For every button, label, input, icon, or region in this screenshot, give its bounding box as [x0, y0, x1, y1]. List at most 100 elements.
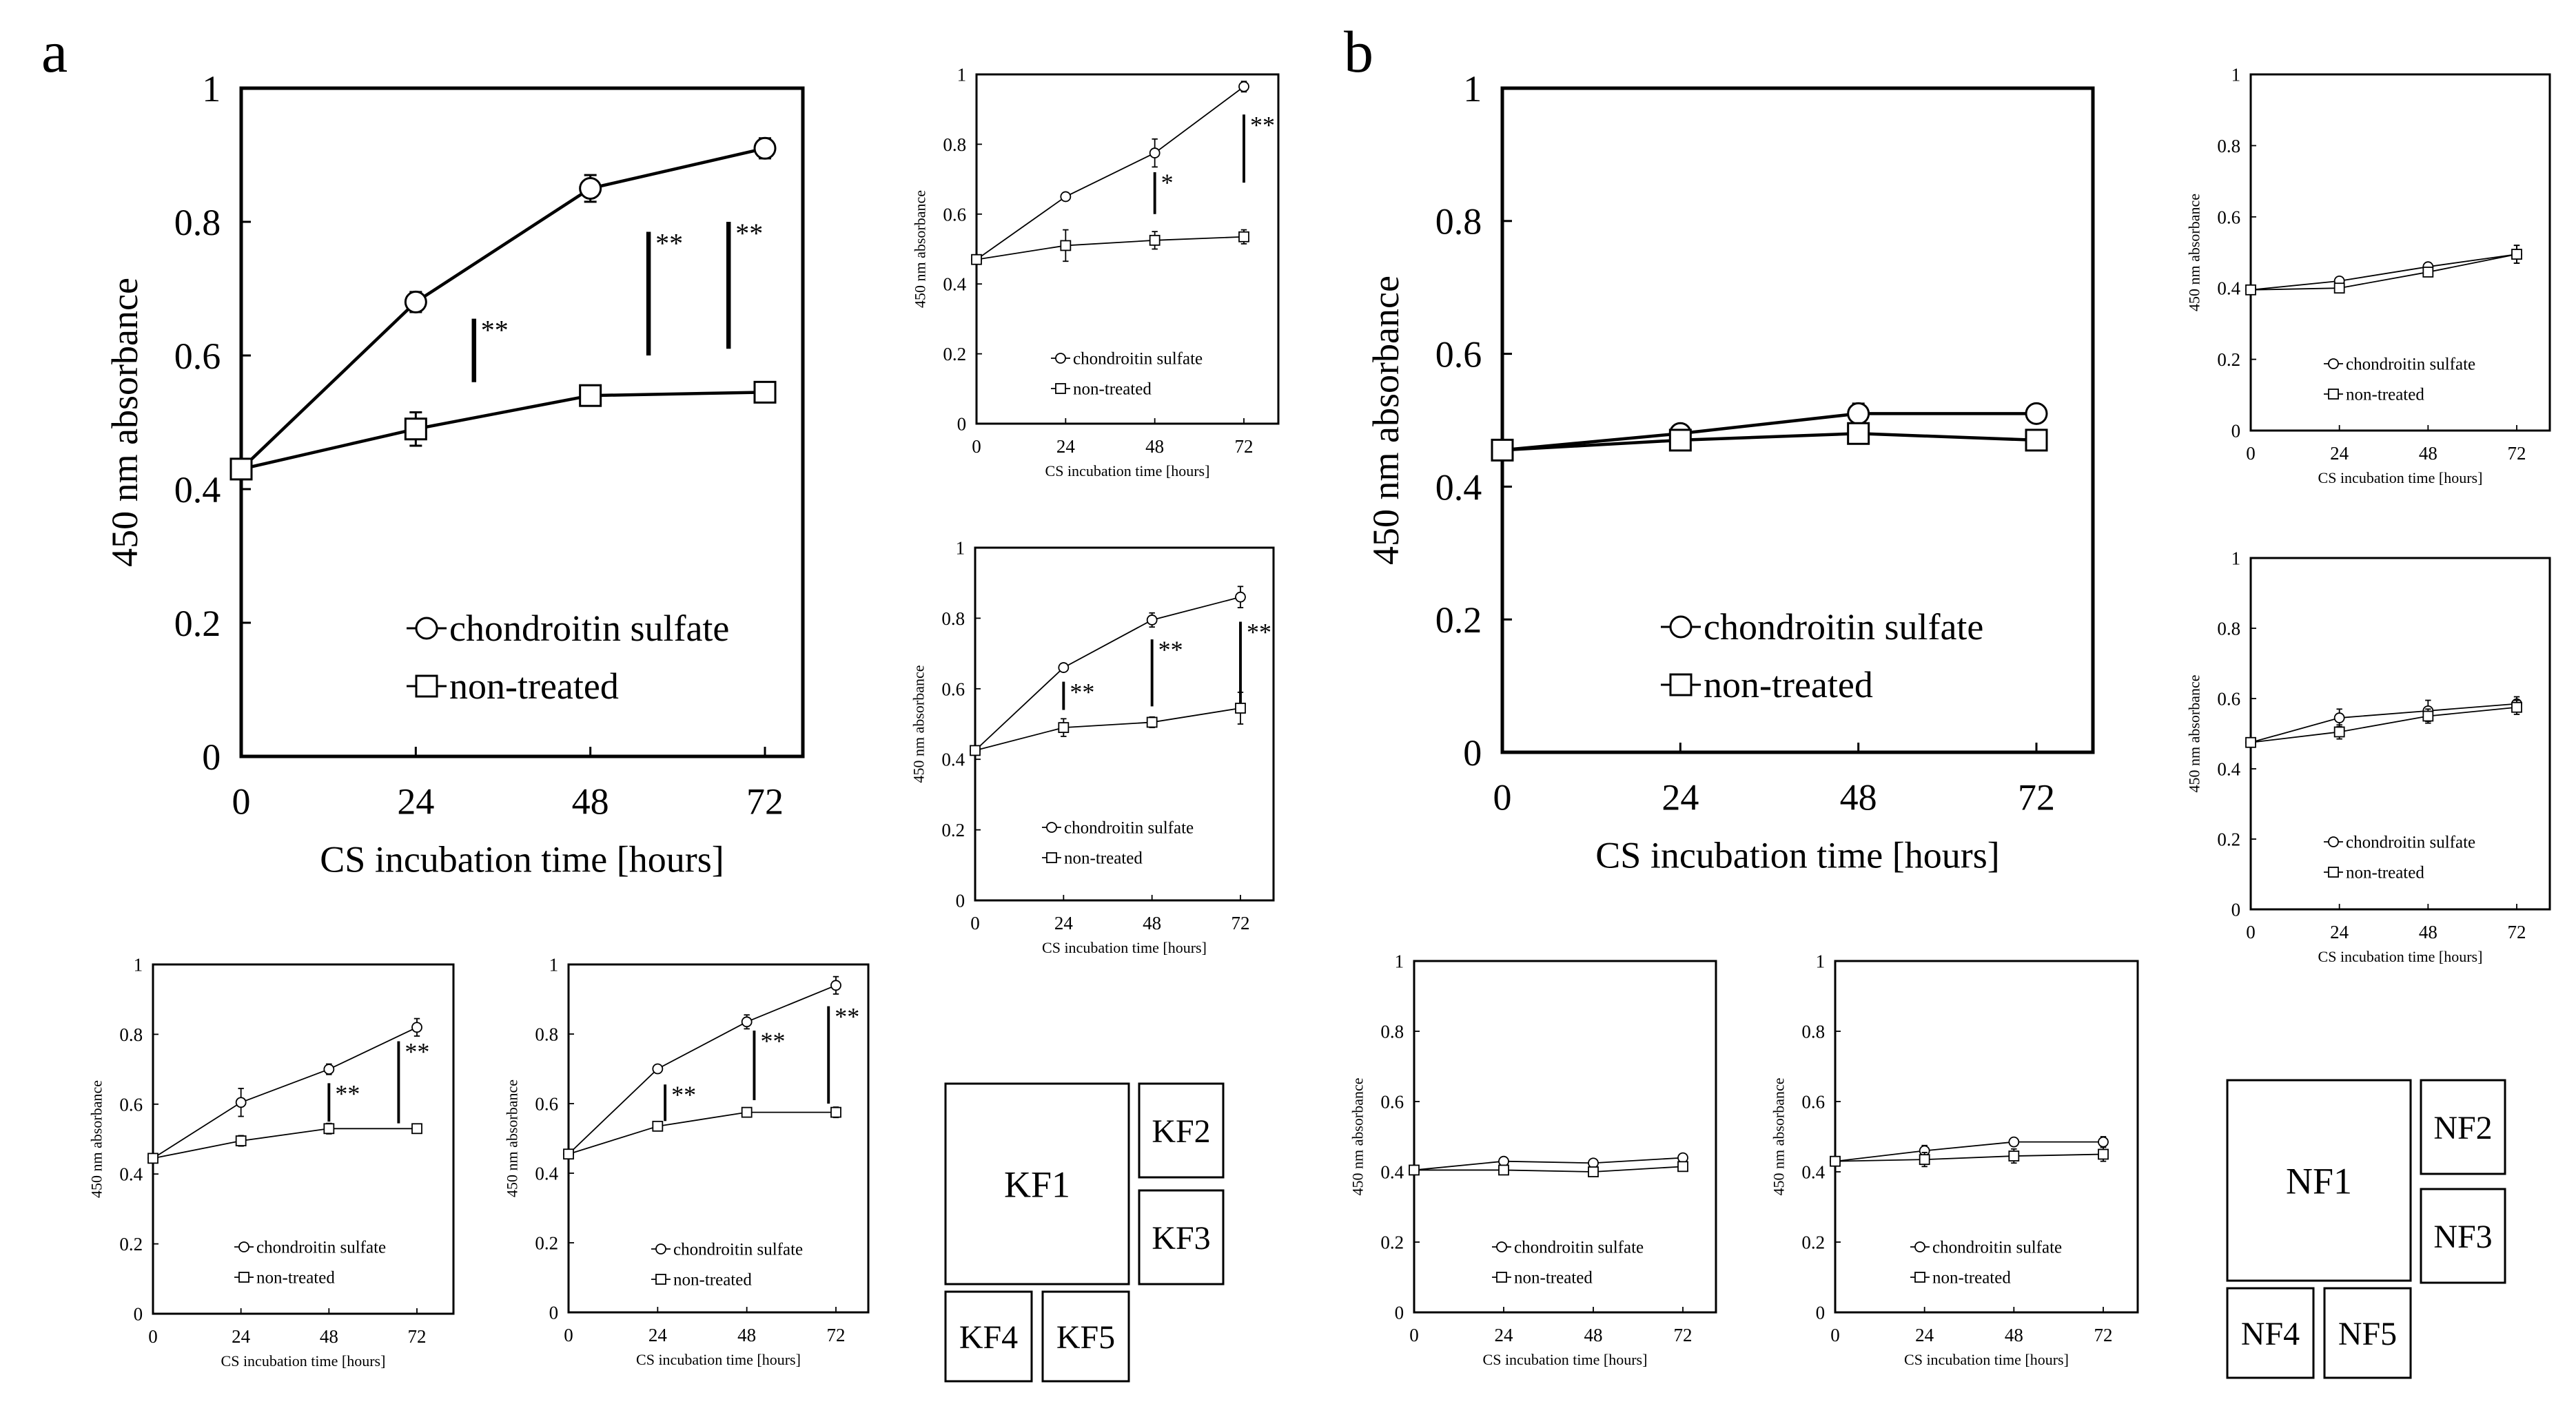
data-point	[1149, 234, 1161, 246]
y-tick-label: 0	[2231, 899, 2241, 920]
legend-label: non-treated	[1514, 1268, 1593, 1287]
significance-label: **	[335, 1080, 360, 1107]
x-tick-label: 24	[397, 781, 434, 823]
legend-marker	[415, 617, 438, 640]
y-tick-label: 1	[2231, 64, 2241, 85]
x-tick-label: 0	[1493, 777, 1512, 818]
data-point	[1235, 703, 1246, 714]
y-tick-label: 0.4	[119, 1164, 143, 1185]
layout-key-box	[2420, 1079, 2506, 1175]
x-axis-label: CS incubation time [hours]	[320, 838, 724, 880]
x-tick-label: 24	[1495, 1325, 1514, 1345]
layout-key-box	[944, 1290, 1033, 1383]
y-tick-label: 0	[134, 1303, 143, 1324]
plot-frame	[239, 86, 805, 758]
y-tick-label: 0.4	[2217, 758, 2240, 779]
data-point	[652, 1120, 664, 1132]
series-chondroitin-sulfate	[1830, 1136, 2109, 1167]
legend-marker	[1055, 383, 1066, 394]
y-tick-label: 0.4	[1801, 1161, 1825, 1182]
x-tick-label: 72	[1231, 913, 1250, 933]
y-axis-label: 450 nm absorbance	[1770, 1077, 1787, 1195]
data-point	[753, 136, 777, 160]
y-tick-label: 0.6	[535, 1093, 558, 1114]
y-tick-label: 1	[2231, 548, 2241, 568]
legend-marker	[415, 674, 438, 698]
series-non-treated	[2245, 245, 2522, 296]
x-tick-label: 48	[1145, 436, 1164, 457]
y-tick-label: 1	[134, 954, 143, 975]
y-tick-label: 0.6	[941, 679, 965, 699]
legend-label: chondroitin sulfate	[2346, 355, 2475, 373]
x-tick-label: 24	[232, 1326, 251, 1347]
layout-key-label: NF4	[2241, 1316, 2300, 1352]
plot-frame	[975, 73, 1280, 425]
data-point	[2245, 736, 2256, 748]
y-tick-label: 1	[1463, 68, 1482, 110]
x-tick-label: 0	[970, 913, 980, 933]
y-tick-label: 0.4	[943, 274, 966, 295]
series-line	[241, 391, 766, 471]
legend-marker	[238, 1272, 249, 1283]
y-tick-label: 0	[957, 413, 967, 434]
data-point	[970, 745, 981, 756]
y-tick-label: 0.4	[1435, 466, 1482, 508]
y-tick-label: 0	[1395, 1302, 1404, 1323]
data-point	[741, 1016, 753, 1028]
x-axis-label: CS incubation time [hours]	[1483, 1351, 1648, 1368]
x-tick-label: 48	[2005, 1325, 2023, 1345]
y-axis-label: 450 nm absorbance	[503, 1080, 520, 1197]
legend-marker	[1496, 1272, 1507, 1283]
y-tick-label: 0.2	[943, 344, 966, 364]
data-point	[1409, 1164, 1420, 1176]
layout-key-box	[2323, 1287, 2412, 1379]
series-non-treated	[563, 1106, 841, 1160]
y-tick-label: 0.8	[1801, 1021, 1825, 1042]
series-chondroitin-sulfate	[2245, 696, 2522, 748]
series-line	[568, 1111, 836, 1155]
data-point	[2333, 712, 2345, 723]
series-non-treated	[2245, 699, 2522, 748]
series-non-treated	[1409, 1161, 1688, 1177]
legend-label: chondroitin sulfate	[673, 1240, 803, 1259]
x-tick-label: 48	[320, 1326, 338, 1347]
x-axis-label: CS incubation time [hours]	[1595, 834, 1999, 876]
x-tick-label: 72	[2018, 777, 2055, 818]
data-point	[2098, 1136, 2109, 1148]
x-tick-label: 72	[2094, 1325, 2113, 1345]
layout-key-label: KF5	[1056, 1319, 1115, 1356]
layout-key-box	[1138, 1189, 1225, 1285]
panel-label-a: a	[41, 19, 68, 85]
series-line	[240, 147, 766, 471]
data-point	[1146, 716, 1158, 728]
significance-label: **	[671, 1081, 696, 1108]
series-non-treated	[229, 380, 777, 481]
plot-frame	[2249, 557, 2551, 911]
y-tick-label: 0.8	[2217, 618, 2240, 639]
layout-key-label: KF4	[959, 1319, 1018, 1356]
layout-key-label: NF1	[2286, 1160, 2352, 1201]
y-tick-label: 0.8	[941, 608, 965, 629]
chart-nf1: 0 0.2 0.4 0.6 0.8 1 0 24 48 72 CS incubation time …	[1365, 68, 2095, 876]
plot-frame	[567, 963, 870, 1314]
legend-label: non-treated	[673, 1270, 752, 1289]
y-axis-label: 450 nm absorbance	[2185, 194, 2202, 311]
legend-label: chondroitin sulfate	[1704, 606, 1983, 648]
layout-key-box	[2420, 1188, 2506, 1284]
data-point	[323, 1064, 335, 1075]
x-axis-label: CS incubation time [hours]	[2318, 469, 2483, 486]
data-point	[1146, 614, 1158, 626]
chart-kf5: 0 0.2 0.4 0.6 0.8 1 0 24 48 72 CS incubation time …	[503, 954, 870, 1368]
x-tick-label: 0	[148, 1326, 158, 1347]
y-tick-label: 0.4	[1380, 1161, 1404, 1182]
series-line	[1834, 1141, 2103, 1162]
data-point	[1677, 1161, 1688, 1173]
data-point	[1491, 438, 1514, 462]
y-tick-label: 0.6	[1380, 1091, 1404, 1112]
data-point	[652, 1063, 664, 1075]
y-axis-label: 450 nm absorbance	[1365, 276, 1407, 565]
series-chondroitin-sulfate	[971, 81, 1249, 265]
data-point	[1847, 402, 1870, 425]
data-point	[1238, 231, 1249, 242]
series-non-treated	[1830, 1146, 2109, 1168]
